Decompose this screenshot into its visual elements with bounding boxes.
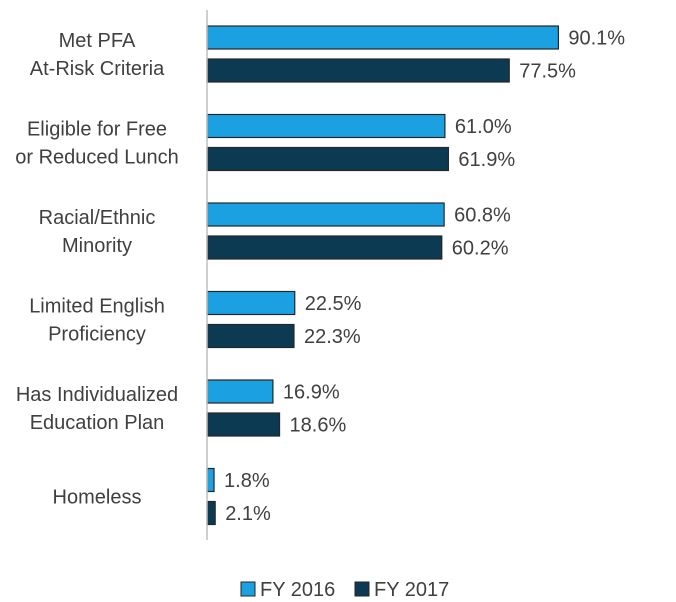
legend-label-fy2016: FY 2016 — [260, 579, 335, 601]
bar-fy2016-5 — [206, 467, 215, 493]
data-label: 2.1% — [225, 503, 271, 525]
category-label-line: At-Risk Criteria — [30, 58, 165, 80]
category-label-line: Has Individualized — [16, 384, 178, 406]
data-label: 1.8% — [224, 470, 270, 492]
category-label-line: Education Plan — [30, 412, 165, 434]
category-label-line: Met PFA — [59, 30, 136, 52]
legend: FY 2016 FY 2017 — [240, 579, 449, 601]
data-label: 90.1% — [568, 28, 625, 50]
category-label-line: Homeless — [53, 487, 142, 509]
data-label: 60.8% — [454, 205, 511, 227]
category-label: Homeless — [53, 487, 142, 509]
data-label: 22.3% — [304, 326, 361, 348]
category-label: Has Individualized Education Plan — [16, 384, 178, 434]
bar-fy2016-0 — [206, 25, 559, 50]
legend-swatch-fy2016 — [240, 581, 256, 597]
bar-fy2017-1 — [206, 146, 450, 172]
data-label: 61.0% — [455, 116, 512, 138]
data-label: 22.5% — [305, 293, 362, 315]
data-label: 18.6% — [290, 415, 347, 437]
legend-swatch-fy2017 — [354, 581, 370, 597]
labels-layer: 90.1% 77.5% Met PFA At-Risk Criteria 61.0% 61… — [15, 28, 625, 526]
legend-label-fy2017: FY 2017 — [374, 579, 449, 601]
data-label: 60.2% — [452, 238, 509, 260]
category-label-line: or Reduced Lunch — [15, 147, 178, 169]
data-label: 61.9% — [458, 149, 515, 171]
bar-fy2017-4 — [206, 412, 281, 437]
category-label: Racial/Ethnic Minority — [39, 207, 156, 257]
category-label: Met PFA At-Risk Criteria — [30, 30, 165, 80]
bar-fy2016-1 — [206, 113, 446, 139]
category-label-line: Limited English — [29, 296, 165, 318]
data-label: 77.5% — [519, 61, 576, 83]
bar-fy2017-5 — [206, 500, 216, 526]
category-label-line: Eligible for Free — [27, 119, 167, 141]
category-label-line: Racial/Ethnic — [39, 207, 156, 229]
bar-fy2017-3 — [206, 323, 295, 349]
bars-layer — [206, 25, 559, 526]
bar-fy2016-4 — [206, 379, 274, 404]
category-label-line: Minority — [62, 235, 132, 257]
bar-fy2016-2 — [206, 202, 445, 227]
data-label: 16.9% — [283, 382, 340, 404]
category-label-line: Proficiency — [48, 324, 146, 346]
category-label: Eligible for Free or Reduced Lunch — [15, 119, 178, 169]
bar-fy2016-3 — [206, 290, 296, 316]
category-label: Limited English Proficiency — [29, 296, 165, 346]
bar-fy2017-2 — [206, 235, 443, 260]
bar-fy2017-0 — [206, 58, 510, 83]
